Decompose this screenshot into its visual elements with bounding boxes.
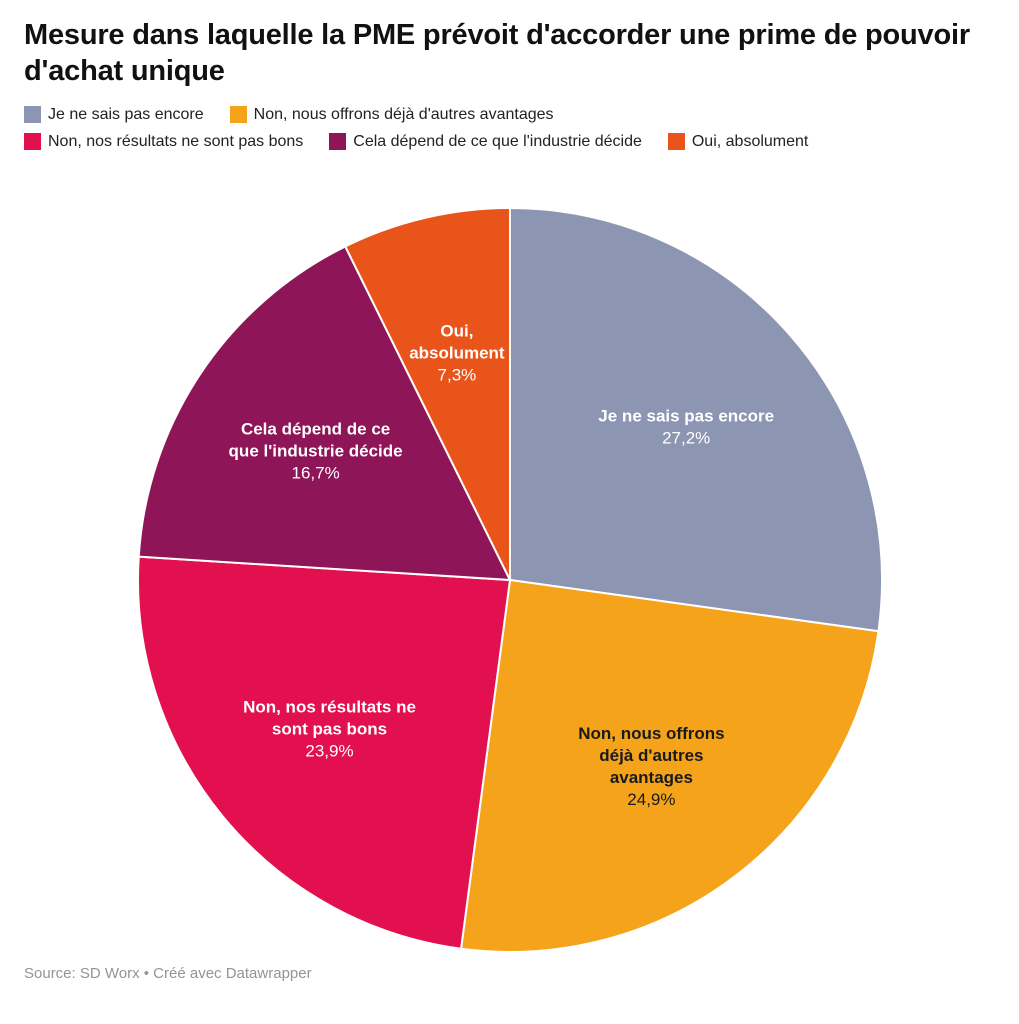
pie-slice-label: Je ne sais pas encore 27,2% xyxy=(598,407,774,448)
legend: Je ne sais pas encore Non, nous offrons d… xyxy=(24,106,995,151)
pie-slice xyxy=(137,245,511,581)
legend-item: Non, nous offrons déjà d'autres avantage… xyxy=(229,105,554,124)
pie-slice xyxy=(344,206,511,581)
legend-item-label: Oui, absolument xyxy=(691,132,809,150)
legend-item: Oui, absolument xyxy=(667,132,809,151)
legend-row: Je ne sais pas encore Non, nous offrons d… xyxy=(24,106,995,124)
legend-item-label: Non, nos résultats ne sont pas bons xyxy=(48,132,304,150)
pie-chart: Je ne sais pas encore 27,2% Non, nous offr… xyxy=(137,206,883,953)
legend-item: Cela dépend de ce que l'industrie décide xyxy=(329,133,642,151)
pie-slice xyxy=(460,578,880,953)
pie-slice-label: Oui, absolument 7,3% xyxy=(409,321,505,384)
legend-swatch xyxy=(329,133,347,151)
legend-item-label: Non, nous offrons déjà d'autres avantage… xyxy=(253,105,554,123)
legend-swatch xyxy=(667,133,685,151)
source-note: Source: SD Worx • Créé avec Datawrapper xyxy=(24,964,312,982)
legend-item: Je ne sais pas encore xyxy=(24,106,204,124)
page-header: Mesure dans laquelle la PME prévoit d'ac… xyxy=(0,0,1019,151)
legend-swatch xyxy=(24,133,41,151)
legend-swatch xyxy=(24,106,41,124)
legend-item-label: Je ne sais pas encore xyxy=(48,105,204,123)
legend-swatch xyxy=(229,106,247,124)
legend-item: Non, nos résultats ne sont pas bons xyxy=(24,133,303,151)
pie-slice xyxy=(137,555,511,950)
legend-item-label: Cela dépend de ce que l'industrie décide xyxy=(353,132,642,150)
legend-row: Non, nos résultats ne sont pas bons Cela … xyxy=(24,133,995,151)
pie-slice-label: Non, nous offrons déjà d'autres avantages 2… xyxy=(578,724,724,809)
pie-slice-label: Non, nos résultats ne sont pas bons 23,9% xyxy=(243,697,416,760)
pie-slice xyxy=(509,206,883,633)
chart-title: Mesure dans laquelle la PME prévoit d'ac… xyxy=(24,19,970,87)
pie-slice-label: Cela dépend de ce que l'industrie décide 1… xyxy=(229,419,403,482)
